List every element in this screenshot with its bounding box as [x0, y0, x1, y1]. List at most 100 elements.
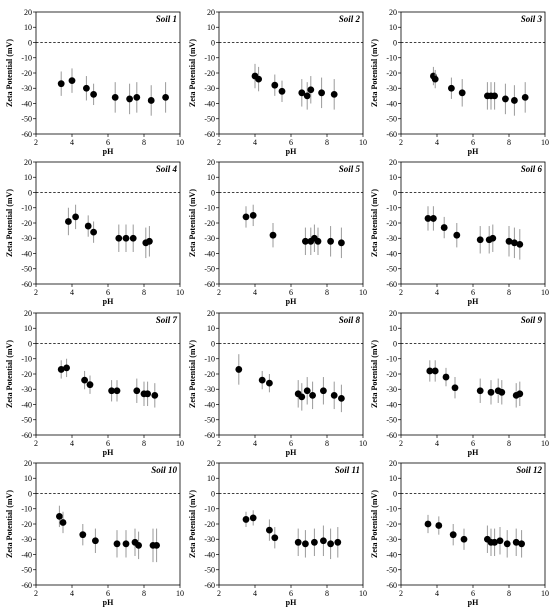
- data-point: [338, 239, 345, 247]
- data-point: [298, 393, 306, 401]
- y-tick-label: -30: [386, 385, 397, 394]
- data-point: [269, 231, 277, 239]
- data-point: [424, 520, 432, 528]
- x-axis-label: pH: [468, 598, 479, 607]
- data-point: [487, 388, 495, 396]
- y-tick-label: -30: [21, 535, 32, 544]
- data-point: [307, 86, 315, 94]
- x-tick-label: 8: [325, 439, 329, 448]
- x-axis-label: pH: [468, 297, 479, 306]
- x-tick-label: 2: [217, 439, 221, 448]
- y-tick-label: -40: [204, 550, 215, 559]
- y-tick-label: -10: [21, 355, 32, 364]
- chart-panel: -60 -50 -40 -30 -20 -10 0 10 20 2 4 6 8 10 Soil 12 pH Ze…: [370, 459, 549, 607]
- y-tick-label: -30: [386, 535, 397, 544]
- data-point: [309, 391, 316, 399]
- data-point: [298, 89, 306, 97]
- y-tick-label: 0: [28, 38, 32, 47]
- x-tick-label: 6: [106, 439, 110, 448]
- data-point: [431, 75, 439, 83]
- y-tick-label: 0: [393, 339, 397, 348]
- y-tick-label: -60: [386, 130, 397, 139]
- chart-title: Soil 10: [151, 465, 177, 475]
- y-tick-label: 10: [207, 23, 215, 32]
- y-tick-label: -30: [21, 234, 32, 243]
- y-tick-label: -10: [386, 204, 397, 213]
- data-point: [63, 364, 70, 372]
- data-point: [330, 391, 338, 399]
- x-tick-label: 8: [142, 589, 146, 598]
- chart-panel: -60 -50 -40 -30 -20 -10 0 10 20 2 4 6 8 10 Soil 10 pH Ze…: [5, 459, 184, 607]
- data-point: [242, 213, 250, 221]
- data-point: [133, 387, 141, 395]
- y-tick-label: -10: [21, 204, 32, 213]
- x-tick-label: 10: [359, 138, 367, 147]
- x-tick-label: 6: [471, 138, 475, 147]
- plot-frame: [218, 312, 364, 436]
- y-tick-label: -60: [386, 431, 397, 440]
- y-tick-label: -10: [386, 355, 397, 364]
- y-tick-label: -30: [204, 385, 215, 394]
- data-point: [72, 213, 79, 221]
- y-tick-label: -20: [386, 370, 397, 379]
- x-tick-label: 2: [217, 589, 221, 598]
- y-tick-label: -50: [21, 115, 32, 124]
- y-tick-label: 0: [211, 339, 215, 348]
- y-tick-label: -20: [386, 520, 397, 529]
- y-tick-label: 20: [207, 309, 215, 318]
- y-tick-label: 0: [211, 188, 215, 197]
- x-tick-label: 10: [541, 288, 549, 297]
- x-tick-label: 10: [541, 589, 549, 598]
- x-tick-label: 4: [253, 589, 257, 598]
- data-point: [516, 390, 524, 398]
- data-point: [451, 384, 459, 392]
- y-tick-label: 20: [24, 158, 32, 167]
- y-tick-label: 10: [389, 23, 397, 32]
- data-point: [65, 218, 72, 225]
- data-point: [68, 77, 76, 85]
- x-tick-label: 2: [399, 439, 403, 448]
- x-tick-label: 6: [106, 589, 110, 598]
- x-axis-label: pH: [286, 147, 297, 156]
- data-point: [512, 538, 520, 546]
- y-tick-label: -10: [21, 505, 32, 514]
- chart-panel: -60 -50 -40 -30 -20 -10 0 10 20 2 4 6 8 10 Soil 2 pH Zet…: [188, 8, 367, 156]
- y-tick-label: -40: [204, 99, 215, 108]
- data-point: [90, 228, 97, 236]
- y-axis-label: Zeta Potential (mV): [5, 490, 14, 558]
- x-tick-label: 10: [176, 138, 184, 147]
- x-tick-label: 10: [541, 138, 549, 147]
- y-tick-label: 20: [207, 459, 215, 468]
- data-point: [303, 387, 311, 395]
- data-point: [115, 234, 123, 242]
- y-tick-label: 10: [207, 324, 215, 333]
- y-tick-label: -10: [21, 54, 32, 63]
- plot-frame: [400, 11, 546, 135]
- y-tick-label: -50: [204, 566, 215, 575]
- chart-title: Soil 3: [521, 14, 543, 24]
- y-tick-label: -20: [21, 219, 32, 228]
- data-point: [235, 366, 243, 373]
- x-tick-label: 10: [176, 439, 184, 448]
- x-axis-label: pH: [286, 297, 297, 306]
- x-axis-label: pH: [468, 147, 479, 156]
- plot-frame: [218, 161, 364, 285]
- x-tick-label: 6: [106, 288, 110, 297]
- data-point: [311, 538, 318, 546]
- data-point: [503, 540, 511, 548]
- x-tick-label: 2: [34, 589, 38, 598]
- y-tick-label: -60: [204, 280, 215, 289]
- y-tick-label: -50: [386, 566, 397, 575]
- data-point: [83, 84, 90, 92]
- y-axis-label: Zeta Potential (mV): [370, 39, 379, 107]
- y-tick-label: 0: [211, 38, 215, 47]
- y-tick-label: -40: [21, 99, 32, 108]
- y-tick-label: 20: [207, 158, 215, 167]
- data-point: [318, 89, 325, 97]
- data-point: [57, 80, 65, 88]
- y-tick-label: -60: [21, 280, 32, 289]
- chart-title: Soil 2: [339, 14, 361, 24]
- x-tick-label: 4: [435, 589, 439, 598]
- data-point: [144, 390, 152, 398]
- chart-panel: -60 -50 -40 -30 -20 -10 0 10 20 2 4 6 8 10 Soil 9 pH Zet…: [370, 309, 549, 457]
